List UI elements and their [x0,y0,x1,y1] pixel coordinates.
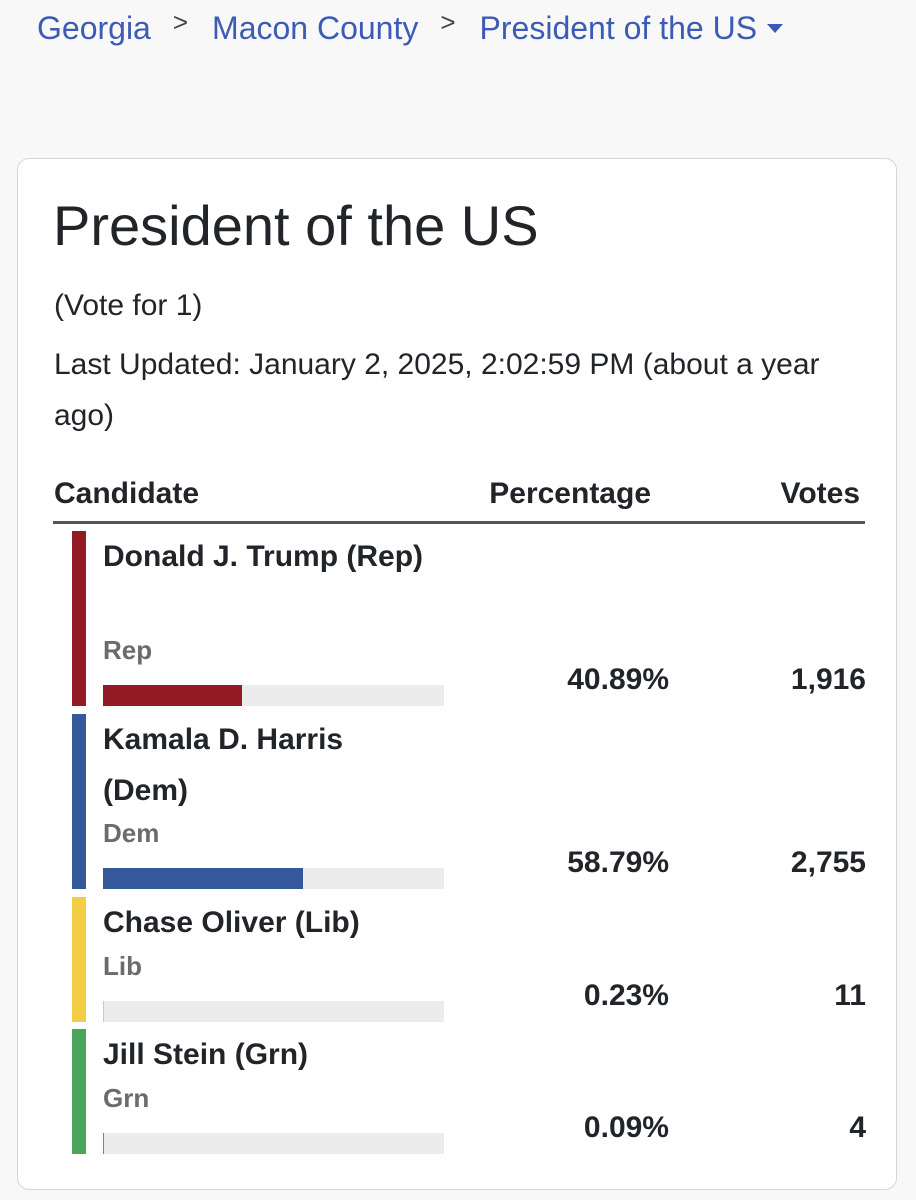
party-label: Rep [103,635,153,665]
candidate-row: Jill Stein (Grn) Grn 0.09% 4 [72,1029,866,1154]
header-divider [53,521,865,524]
candidate-votes: 1,916 [790,663,866,696]
vote-share-fill [103,1001,105,1022]
vote-share-fill [103,1133,105,1154]
column-header-votes: Votes [780,477,860,510]
candidate-name: Jill Stein (Grn) [103,1038,309,1071]
breadcrumb-state-link[interactable]: Georgia [37,10,151,46]
party-label: Lib [103,951,142,981]
contest-dropdown[interactable]: President of the US [479,10,784,47]
column-header-candidate: Candidate [54,477,200,510]
candidate-percentage: 0.23% [583,979,669,1012]
breadcrumb-separator: > [172,7,189,37]
vote-for-note: (Vote for 1) [54,289,203,322]
candidate-name: Donald J. Trump (Rep) [103,540,424,573]
contest-dropdown-label: President of the US [479,10,758,46]
candidate-name: Kamala D. Harris (Dem) [103,723,344,807]
breadcrumb-county-link[interactable]: Macon County [212,10,419,46]
vote-share-fill [103,868,304,889]
candidate-votes: 2,755 [790,846,866,879]
vote-share-bar [103,1001,444,1022]
party-label: Dem [103,818,160,848]
candidate-percentage: 58.79% [567,846,669,879]
column-header-percentage: Percentage [489,477,651,510]
candidate-votes: 4 [849,1111,866,1144]
caret-down-icon [767,24,784,33]
candidate-row: Donald J. Trump (Rep) Rep 40.89% 1,916 [72,531,866,706]
contest-title: President of the US [53,194,539,257]
candidate-percentage: 40.89% [567,663,669,696]
candidate-row: Kamala D. Harris (Dem) Dem 58.79% 2,755 [72,714,866,889]
candidate-votes: 11 [834,979,866,1012]
contest-card: President of the US (Vote for 1) Last Up… [17,158,897,1190]
breadcrumb: Georgia > Macon County > President of th… [37,7,784,47]
party-color-bar [72,897,86,1022]
candidate-row: Chase Oliver (Lib) Lib 0.23% 11 [72,897,866,1022]
party-label: Grn [103,1083,150,1113]
party-color-bar [72,531,86,706]
vote-share-fill [103,685,243,706]
vote-share-bar [103,868,444,889]
party-color-bar [72,714,86,889]
candidate-percentage: 0.09% [583,1111,669,1144]
last-updated-text: Last Updated: January 2, 2025, 2:02:59 P… [54,348,820,432]
vote-share-bar [103,1133,444,1154]
candidate-name: Chase Oliver (Lib) [103,906,360,939]
party-color-bar [72,1029,86,1154]
vote-share-bar [103,685,444,706]
breadcrumb-separator: > [440,7,456,37]
